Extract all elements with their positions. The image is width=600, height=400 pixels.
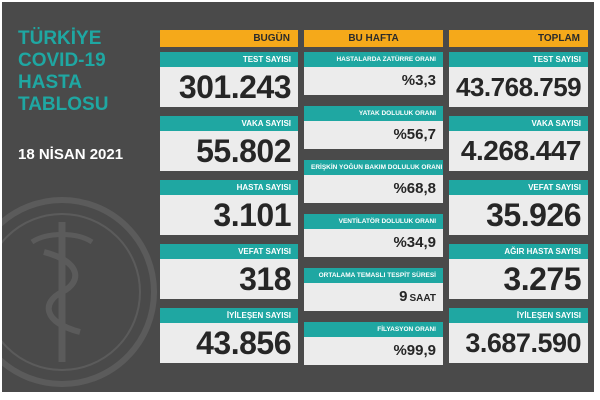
card-value: %56,7 bbox=[304, 121, 443, 149]
total-recovered-card: İYİLEŞEN SAYISI 3.687.590 bbox=[449, 308, 588, 363]
card-label: VEFAT SAYISI bbox=[160, 244, 298, 259]
title-line: HASTA bbox=[18, 72, 83, 93]
today-recovered-card: İYİLEŞEN SAYISI 43.856 bbox=[160, 308, 298, 363]
card-value: 318 bbox=[160, 259, 298, 299]
card-value: 3.687.590 bbox=[449, 323, 588, 363]
card-label: ORTALAMA TEMASLI TESPİT SÜRESİ bbox=[304, 268, 443, 283]
week-bed-occupancy-card: YATAK DOLULUK ORANI %56,7 bbox=[304, 106, 443, 149]
card-value-number: 9 bbox=[399, 288, 408, 305]
card-label: FİLYASYON ORANI bbox=[304, 322, 443, 337]
card-label: ERİŞKİN YOĞUN BAKIM DOLULUK ORANI bbox=[304, 160, 443, 175]
week-pneumonia-card: HASTALARDA ZATÜRRE ORANI %3,3 bbox=[304, 52, 443, 95]
card-value: 55.802 bbox=[160, 131, 298, 171]
card-value: 301.243 bbox=[160, 67, 298, 107]
covid-table-board: TÜRKİYE COVID-19 HASTA TABLOSU 18 NİSAN … bbox=[2, 2, 594, 392]
today-death-card: VEFAT SAYISI 318 bbox=[160, 244, 298, 299]
card-label: HASTALARDA ZATÜRRE ORANI bbox=[304, 52, 443, 67]
card-label: İYİLEŞEN SAYISI bbox=[449, 308, 588, 323]
card-label: AĞIR HASTA SAYISI bbox=[449, 244, 588, 259]
card-value: 4.268.447 bbox=[449, 131, 588, 171]
card-value: 35.926 bbox=[449, 195, 588, 235]
card-label: YATAK DOLULUK ORANI bbox=[304, 106, 443, 121]
card-label: VEFAT SAYISI bbox=[449, 180, 588, 195]
title-line: TABLOSU bbox=[18, 94, 109, 115]
card-label: VENTİLATÖR DOLULUK ORANI bbox=[304, 214, 443, 229]
total-test-card: TEST SAYISI 43.768.759 bbox=[449, 52, 588, 107]
card-value: 9 SAAT bbox=[304, 283, 443, 311]
total-severe-card: AĞIR HASTA SAYISI 3.275 bbox=[449, 244, 588, 299]
column-header-total: TOPLAM bbox=[449, 30, 588, 47]
card-value: 43.768.759 bbox=[449, 67, 588, 107]
report-date: 18 NİSAN 2021 bbox=[18, 146, 124, 163]
card-value: %68,8 bbox=[304, 175, 443, 203]
card-value: 3.101 bbox=[160, 195, 298, 235]
total-case-card: VAKA SAYISI 4.268.447 bbox=[449, 116, 588, 171]
title-line: TÜRKİYE bbox=[18, 28, 102, 49]
title-line: COVID-19 bbox=[18, 50, 106, 71]
column-header-today: BUGÜN bbox=[160, 30, 298, 47]
today-patient-card: HASTA SAYISI 3.101 bbox=[160, 180, 298, 235]
column-header-week: BU HAFTA bbox=[304, 30, 443, 47]
total-death-card: VEFAT SAYISI 35.926 bbox=[449, 180, 588, 235]
card-value: 43.856 bbox=[160, 323, 298, 363]
card-label: TEST SAYISI bbox=[449, 52, 588, 67]
today-test-card: TEST SAYISI 301.243 bbox=[160, 52, 298, 107]
week-ventilator-card: VENTİLATÖR DOLULUK ORANI %34,9 bbox=[304, 214, 443, 257]
card-value: %34,9 bbox=[304, 229, 443, 257]
card-label: VAKA SAYISI bbox=[160, 116, 298, 131]
card-value: 3.275 bbox=[449, 259, 588, 299]
week-filiation-card: FİLYASYON ORANI %99,9 bbox=[304, 322, 443, 365]
card-label: İYİLEŞEN SAYISI bbox=[160, 308, 298, 323]
week-contact-time-card: ORTALAMA TEMASLI TESPİT SÜRESİ 9 SAAT bbox=[304, 268, 443, 311]
card-value: %99,9 bbox=[304, 337, 443, 365]
card-label: TEST SAYISI bbox=[160, 52, 298, 67]
dashboard-title: TÜRKİYE COVID-19 HASTA TABLOSU bbox=[18, 28, 148, 116]
card-label: HASTA SAYISI bbox=[160, 180, 298, 195]
today-case-card: VAKA SAYISI 55.802 bbox=[160, 116, 298, 171]
card-value: %3,3 bbox=[304, 67, 443, 95]
card-value-unit: SAAT bbox=[409, 293, 436, 304]
ministry-emblem-icon bbox=[2, 197, 157, 387]
week-icu-occupancy-card: ERİŞKİN YOĞUN BAKIM DOLULUK ORANI %68,8 bbox=[304, 160, 443, 203]
card-label: VAKA SAYISI bbox=[449, 116, 588, 131]
